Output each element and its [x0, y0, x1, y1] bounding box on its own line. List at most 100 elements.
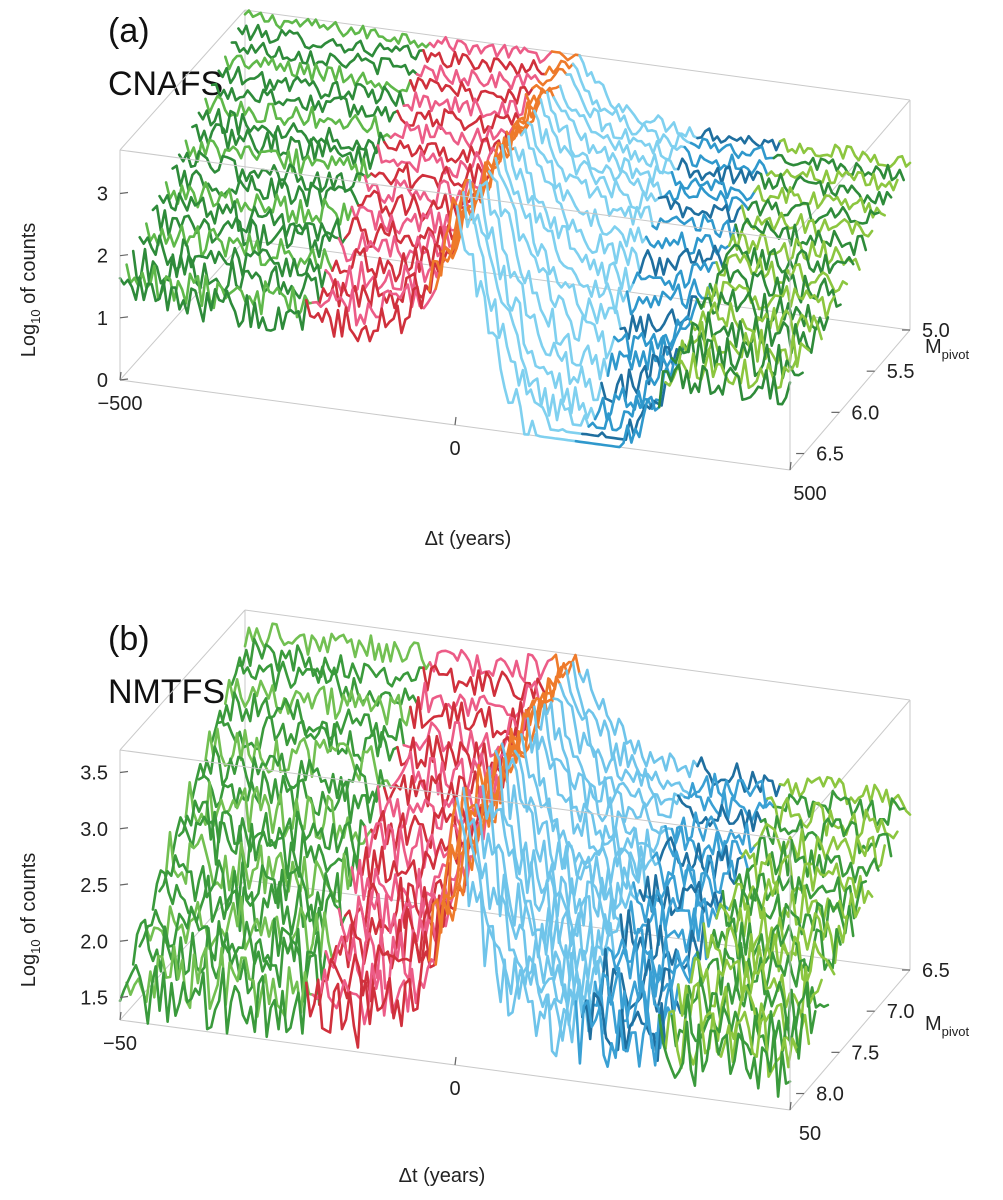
b-series-14-segment: [612, 927, 699, 984]
b-series-4: [224, 675, 893, 858]
b-box-edge: [789, 699, 911, 841]
panel-b-y-axis-label: Log10 of counts: [18, 853, 43, 988]
panel-b-x-ticks: −50 0 50: [103, 1011, 821, 1145]
a-series-2-segment: [571, 62, 693, 149]
panel-a-y-ticks: 0 1 2 3: [97, 184, 129, 392]
b-x-tick-label: 50: [799, 1123, 821, 1145]
panel-b-z-ticks: 6.5 7.0 7.5 8.0: [796, 960, 950, 1106]
b-series-8-segment: [734, 867, 868, 920]
a-series-7-segment: [204, 94, 393, 139]
panel-a-box-front: [119, 149, 791, 470]
b-box-edge: [119, 609, 246, 751]
a-series-14-segment: [612, 297, 699, 361]
b-series-5-segment: [670, 811, 757, 854]
a-series-5-segment: [670, 170, 757, 202]
b-y-tick: [119, 827, 129, 830]
b-series-2-segment: [689, 772, 776, 809]
a-series-17-segment: [447, 182, 478, 260]
b-series-13-segment: [164, 830, 354, 903]
b-series-7-segment: [740, 849, 874, 905]
a-series-9-segment: [376, 144, 502, 179]
a-series-11-segment: [513, 146, 635, 293]
a-series-3-segment: [683, 145, 769, 177]
a-series-7-segment: [539, 98, 661, 210]
panel-b-title: NMTFS: [108, 673, 225, 711]
b-series-4-segment: [531, 675, 562, 711]
b-x-tick: [454, 1056, 457, 1066]
b-series-13-segment: [350, 855, 476, 911]
a-y-tick-label: 3: [97, 184, 108, 206]
b-series-4-segment: [676, 794, 763, 833]
panel-a-traces: [118, 9, 912, 449]
b-series-10-segment: [520, 733, 642, 910]
a-series-7-segment: [740, 204, 874, 239]
a-y-tick-label: 2: [97, 246, 108, 268]
a-series-10: [184, 124, 855, 277]
a-series-16-segment: [331, 243, 457, 283]
b-series-20-segment: [118, 963, 308, 1039]
a-series-6-segment: [210, 82, 399, 123]
b-series-19-segment: [462, 786, 584, 1042]
b-series-10-segment: [184, 780, 373, 846]
a-series-3-segment: [766, 165, 899, 192]
b-series-18-segment: [670, 993, 804, 1060]
panel-a-title: CNAFS: [108, 65, 223, 103]
b-y-tick-label: 3.5: [80, 763, 108, 785]
a-series-2-segment: [689, 137, 776, 160]
b-series-1: [243, 622, 912, 816]
a-series-12-segment: [625, 278, 712, 316]
b-y-tick: [119, 883, 129, 886]
b-series-3-segment: [565, 669, 687, 806]
b-series-20-segment: [455, 796, 578, 1058]
b-series-1-segment: [243, 622, 432, 671]
a-series-19-segment: [311, 283, 438, 327]
a-box-edge-front: [119, 149, 791, 241]
a-series-13-segment: [619, 295, 706, 340]
a-series-10-segment: [370, 162, 496, 191]
a-series-5-segment: [753, 184, 887, 219]
b-x-tick-label: 0: [449, 1078, 460, 1100]
a-y-tick-label: 0: [97, 370, 108, 392]
a-series-1-segment: [696, 127, 782, 152]
b-box-edge-front: [119, 749, 791, 841]
a-series-2: [237, 23, 906, 182]
a-series-18-segment: [468, 179, 591, 428]
a-series-2-segment: [422, 48, 547, 77]
a-series-20-segment: [304, 284, 431, 343]
a-series-2-segment: [772, 153, 906, 182]
b-y-tick-label: 2.5: [80, 875, 108, 897]
a-series-8-segment: [197, 108, 386, 155]
b-series-20-segment: [304, 930, 431, 1049]
a-series-9-segment: [727, 230, 861, 271]
a-z-tick-label: 6.5: [816, 444, 844, 466]
a-series-3-segment: [565, 73, 687, 162]
a-series-10-segment: [184, 138, 373, 182]
b-series-4-segment: [759, 815, 893, 858]
b-y-tick-label: 1.5: [80, 988, 108, 1010]
a-box-edge: [119, 9, 246, 151]
a-series-10-segment: [638, 244, 725, 277]
a-series-20-segment: [427, 196, 459, 292]
b-series-11-segment: [715, 902, 849, 965]
a-series-15-segment: [487, 170, 610, 381]
a-z-tick-label: 5.0: [922, 320, 950, 342]
b-z-tick-label: 6.5: [922, 960, 950, 982]
b-y-tick: [119, 770, 129, 774]
b-series-4-segment: [409, 695, 534, 739]
b-x-tick-label: −50: [103, 1033, 137, 1055]
b-series-1-segment: [550, 653, 581, 679]
a-series-13-segment: [500, 144, 623, 331]
b-series-9-segment: [376, 773, 502, 831]
b-series-15-segment: [689, 956, 823, 1020]
b-box-edge: [244, 609, 911, 701]
b-series-18-segment: [131, 918, 321, 1006]
a-x-tick-label: 500: [793, 483, 826, 505]
a-series-4-segment: [224, 54, 412, 94]
a-series-11-segment: [632, 261, 718, 291]
b-series-2-segment: [571, 661, 693, 798]
a-x-tick-label: −500: [97, 393, 142, 415]
panel-b-traces: [118, 622, 912, 1098]
b-series-4-segment: [558, 682, 680, 819]
a-series-12-segment: [479, 135, 510, 204]
